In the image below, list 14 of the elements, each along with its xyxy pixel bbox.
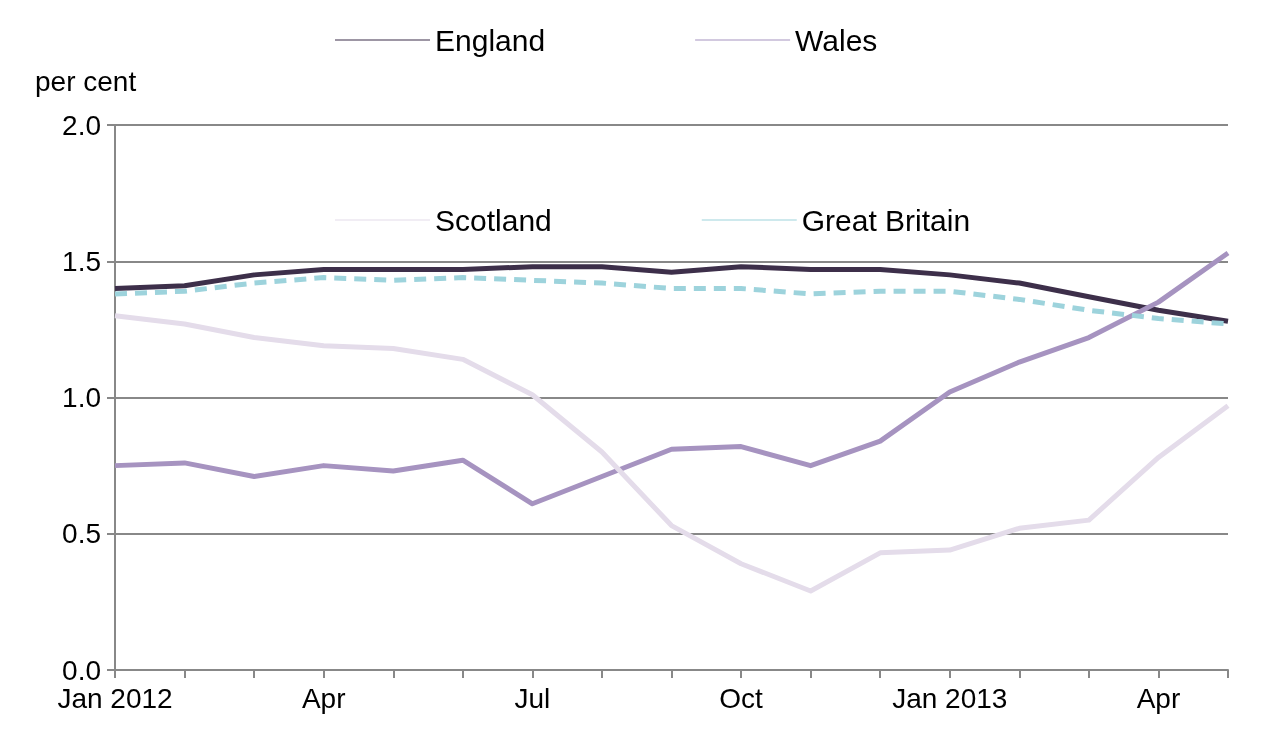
y-tick-label: 1.5 (62, 245, 101, 277)
y-tick-label: 1.0 (62, 382, 101, 413)
x-tick-label: Jul (514, 682, 551, 714)
x-tick-label: Oct (719, 682, 764, 714)
y-tick-label: 0.5 (62, 518, 101, 550)
legend-label: Scotland (435, 203, 552, 237)
legend-label: England (435, 23, 546, 57)
legend-label: Wales (795, 23, 878, 57)
y-axis-title: per cent (35, 65, 137, 97)
y-tick-label: 2.0 (62, 109, 101, 141)
x-tick-label: Apr (1136, 682, 1181, 714)
x-tick-label: Jan 2013 (892, 682, 1008, 714)
x-tick-label: Apr (301, 682, 346, 714)
legend-label: Great Britain (801, 203, 971, 237)
